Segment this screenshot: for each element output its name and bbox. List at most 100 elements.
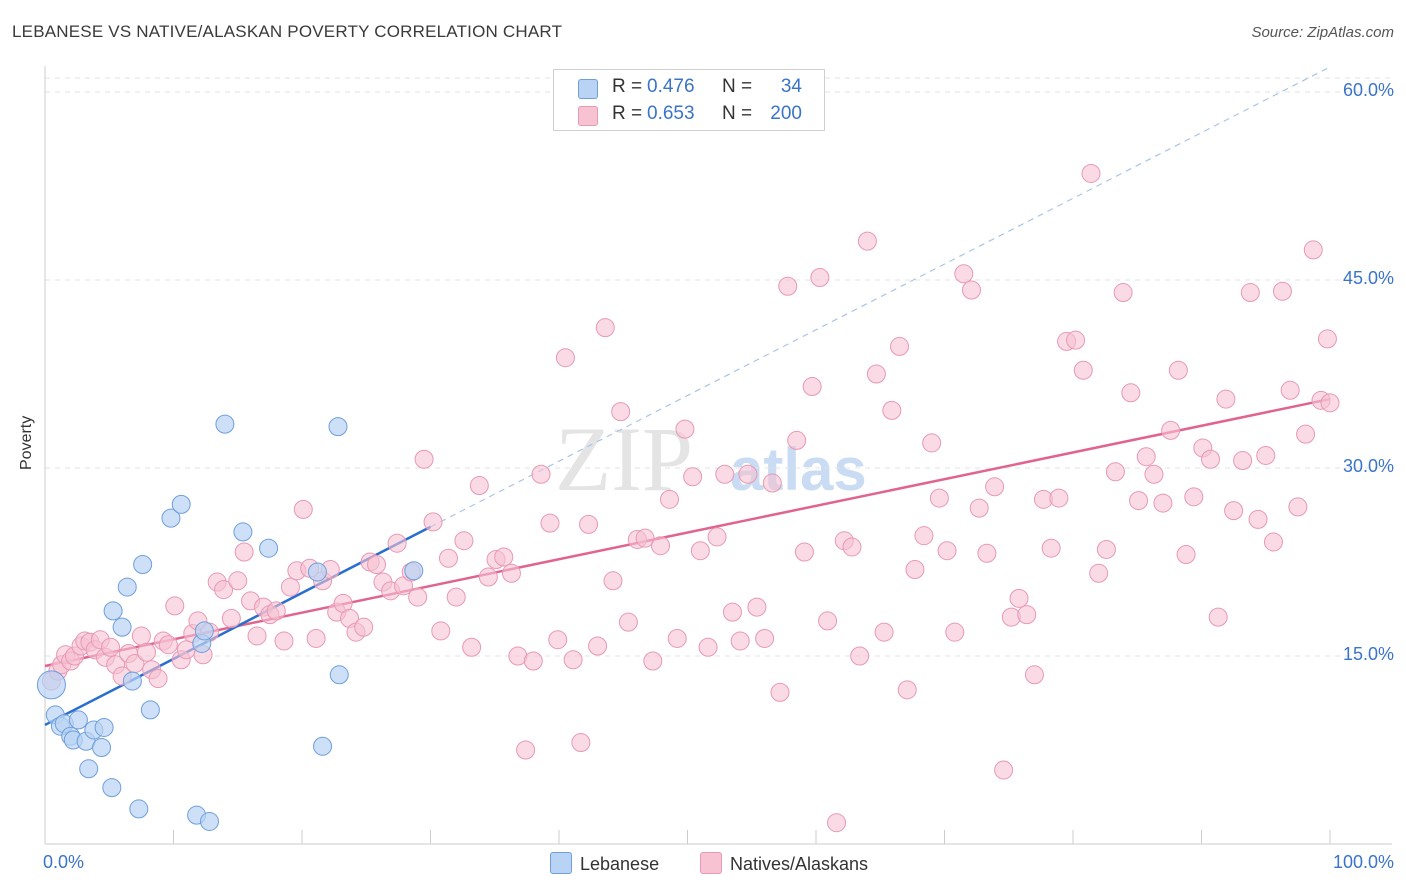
stats-box: R = 0.476 N = 34 R = 0.653 N = 200: [553, 69, 825, 131]
natives-point: [1224, 501, 1244, 521]
lebanese-point: [103, 601, 123, 621]
natives-point: [1256, 445, 1276, 465]
natives-point: [1233, 450, 1253, 470]
natives-point: [810, 267, 830, 287]
natives-point: [1049, 488, 1069, 508]
natives-point: [683, 467, 703, 487]
natives-point: [523, 651, 543, 671]
lebanese-legend-swatch: [550, 852, 572, 874]
lebanese-point: [259, 538, 279, 558]
natives-point: [1081, 163, 1101, 183]
natives-point: [1024, 665, 1044, 685]
lebanese-point: [215, 414, 235, 434]
natives-point: [1136, 447, 1156, 467]
lebanese-point: [161, 508, 181, 528]
natives-point: [1296, 424, 1316, 444]
natives-point: [603, 571, 623, 591]
r-value: 0.653: [647, 103, 695, 124]
natives-point: [221, 608, 241, 628]
natives-point: [1184, 487, 1204, 507]
lebanese-points: [36, 414, 424, 831]
legend-lebanese: Lebanese: [550, 852, 659, 875]
lebanese-point: [94, 717, 114, 737]
natives-point: [1303, 240, 1323, 260]
lebanese-point: [112, 617, 132, 637]
lebanese-point: [307, 562, 327, 582]
natives-point: [588, 636, 608, 656]
natives-point: [690, 541, 710, 561]
legend-natives: Natives/Alaskans: [700, 852, 868, 875]
lebanese-point: [329, 665, 349, 685]
natives-point: [1200, 449, 1220, 469]
natives-point: [1041, 538, 1061, 558]
natives-point: [635, 528, 655, 548]
natives-point: [842, 537, 862, 557]
lebanese-point: [140, 700, 160, 720]
natives-point: [890, 336, 910, 356]
natives-point: [367, 555, 387, 575]
natives-point: [266, 601, 286, 621]
natives-point: [1096, 539, 1116, 559]
n-value: 34: [780, 76, 802, 97]
natives-point: [762, 473, 782, 493]
lebanese-point: [102, 778, 122, 798]
natives-point: [818, 611, 838, 631]
natives-point: [850, 646, 870, 666]
natives-swatch: [578, 106, 598, 126]
natives-point: [985, 477, 1005, 497]
natives-point: [423, 512, 443, 532]
natives-point: [794, 542, 814, 562]
legend-label: Lebanese: [580, 854, 660, 874]
natives-point: [969, 498, 989, 518]
natives-point: [137, 642, 157, 662]
natives-point: [306, 628, 326, 648]
x-tick-min: 0.0%: [43, 852, 85, 872]
lebanese-swatch: [578, 79, 598, 99]
natives-point: [1288, 497, 1308, 517]
natives-point: [1280, 380, 1300, 400]
source-label: Source: ZipAtlas.com: [1251, 24, 1394, 41]
natives-point: [148, 669, 168, 689]
natives-point: [1320, 393, 1340, 413]
natives-point: [994, 760, 1014, 780]
natives-point: [611, 402, 631, 422]
chart-title: LEBANESE VS NATIVE/ALASKAN POVERTY CORRE…: [12, 22, 563, 41]
natives-point: [770, 682, 790, 702]
natives-point: [977, 543, 997, 563]
stats-row-lebanese: R = 0.476 N = 34: [554, 74, 824, 100]
lebanese-point: [194, 621, 214, 641]
natives-point: [387, 533, 407, 553]
natives-point: [961, 280, 981, 300]
natives-point: [827, 813, 847, 833]
natives-point: [454, 531, 474, 551]
natives-point: [431, 621, 451, 641]
natives-point: [478, 567, 498, 587]
r-value: 0.476: [647, 76, 695, 97]
natives-point: [469, 476, 489, 496]
axes: [44, 66, 1392, 845]
lebanese-point: [122, 671, 142, 691]
natives-point: [914, 526, 934, 546]
y-tick-label: 30.0%: [1342, 456, 1394, 476]
natives-point: [1144, 464, 1164, 484]
lebanese-point: [79, 759, 99, 779]
natives-point: [165, 596, 185, 616]
natives-point: [1089, 563, 1109, 583]
lebanese-point: [233, 522, 253, 542]
natives-point: [274, 631, 294, 651]
natives-point: [618, 612, 638, 632]
natives-point: [945, 622, 965, 642]
n-value: 200: [770, 103, 802, 124]
lebanese-point: [36, 670, 66, 700]
natives-point: [730, 631, 750, 651]
natives-point: [667, 628, 687, 648]
natives-point: [1153, 493, 1173, 513]
natives-point: [929, 488, 949, 508]
lebanese-point: [117, 577, 137, 597]
natives-point: [882, 400, 902, 420]
natives-point: [1317, 329, 1337, 349]
lebanese-point: [133, 555, 153, 575]
natives-point: [555, 348, 575, 368]
lebanese-point: [129, 799, 149, 819]
lebanese-point: [92, 737, 112, 757]
